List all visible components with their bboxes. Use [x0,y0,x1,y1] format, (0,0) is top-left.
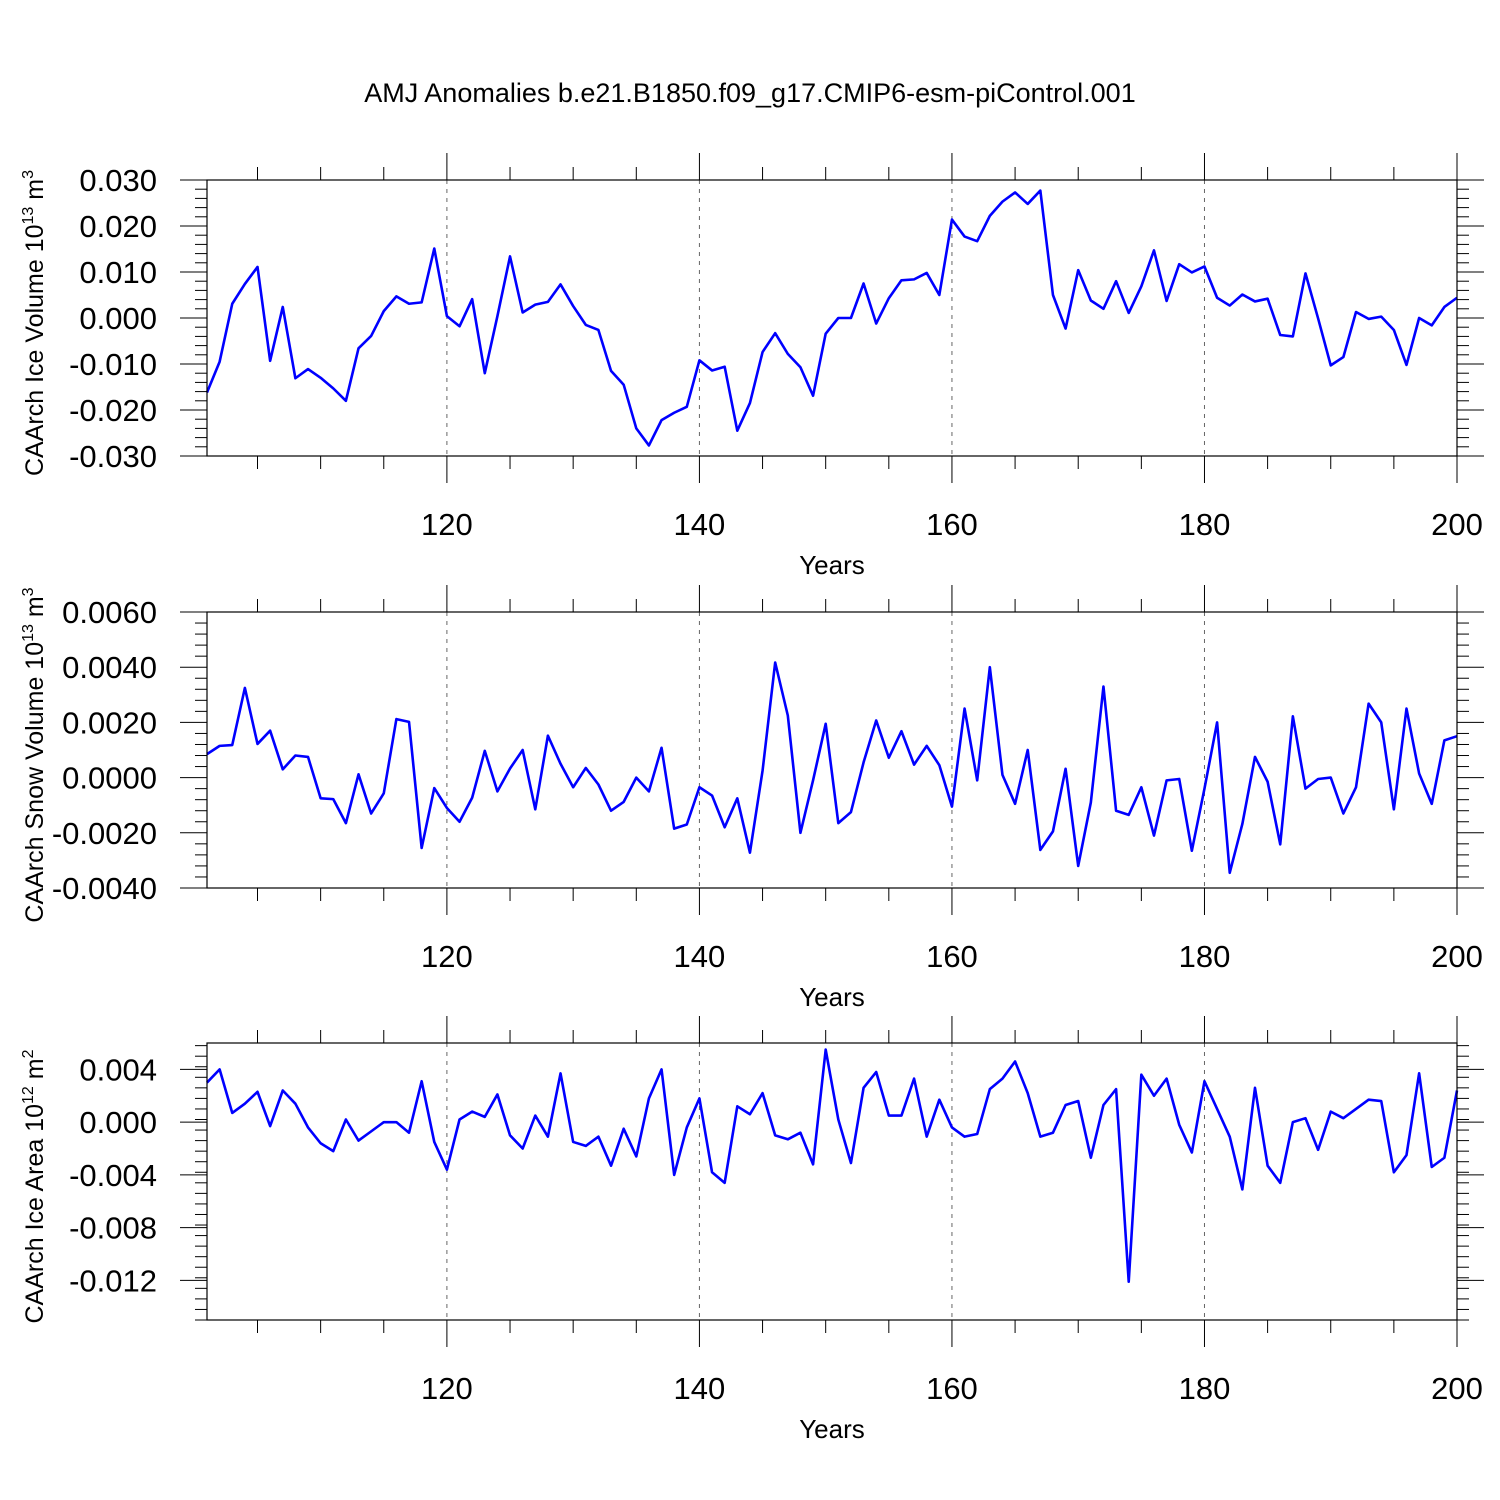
y-axis-label: CAArch Snow Volume 1013 m3 [20,587,49,922]
x-tick-label: 200 [1431,939,1483,974]
x-tick-label: 180 [1179,507,1231,542]
x-tick-label: 140 [674,1371,726,1406]
x-axis-label: Years [799,550,865,580]
series-line [206,1048,1459,1284]
y-tick-label: -0.004 [69,1158,157,1193]
y-axis-label-unit-exponent: 2 [20,1049,37,1058]
y-axis-label-exponent: 13 [20,624,37,642]
y-axis-label-unit-exponent: 3 [20,587,37,596]
y-tick-label: 0.0060 [62,595,157,630]
y-axis-label-unit: m [21,1058,49,1086]
x-tick-label: 120 [421,1371,473,1406]
y-tick-label: -0.008 [69,1211,157,1246]
y-tick-label: -0.0040 [52,871,157,906]
x-tick-label: 200 [1431,1371,1483,1406]
y-tick-label: -0.0020 [52,816,157,851]
x-axis-label: Years [799,982,865,1012]
plot-frame [206,1042,1458,1321]
x-tick-label: 120 [421,507,473,542]
x-tick-label: 180 [1179,939,1231,974]
y-tick-label: -0.020 [69,393,157,428]
x-tick-label: 160 [926,507,978,542]
y-tick-label: 0.020 [79,209,157,244]
x-tick-label: 120 [421,939,473,974]
y-axis-label: CAArch Ice Area 1012 m2 [20,1049,49,1323]
y-tick-label: 0.004 [79,1052,157,1087]
x-tick-label: 180 [1179,1371,1231,1406]
y-tick-label: 0.030 [79,163,157,198]
y-axis-label-unit-exponent: 3 [20,170,37,179]
panel-2: -0.0040 -0.0020 0.0000 0.0020 0.0040 0.0060 12… [20,585,1484,1012]
chart-title: AMJ Anomalies b.e21.B1850.f09_g17.CMIP6-… [364,78,1136,108]
y-axis-label-unit: m [21,596,49,624]
panel-3: -0.012 -0.008 -0.004 0.000 0.004 120 140 160 180… [20,1016,1484,1444]
x-tick-label: 140 [674,939,726,974]
x-tick-label: 160 [926,1371,978,1406]
x-tick-label: 200 [1431,507,1483,542]
y-axis-label-unit: m [21,179,49,207]
plot-frame [206,611,1458,889]
y-tick-label: -0.010 [69,347,157,382]
y-tick-label: 0.000 [79,1105,157,1140]
y-tick-label: -0.030 [69,439,157,474]
y-axis-label-exponent: 12 [20,1086,37,1104]
y-axis-label-text: CAArch Ice Volume 10 [21,224,49,476]
y-tick-label: -0.012 [69,1263,157,1298]
y-tick-label: 0.0020 [62,705,157,740]
y-axis-label-text: CAArch Snow Volume 10 [21,642,49,923]
y-axis-label-text: CAArch Ice Area 10 [21,1104,49,1324]
x-tick-label: 160 [926,939,978,974]
series-line [205,189,1458,447]
y-tick-label: 0.0000 [62,761,157,796]
y-axis-label: CAArch Ice Volume 1013 m3 [20,170,49,476]
plot-frame [206,179,1458,457]
panel-1: -0.030 -0.020 -0.010 0.000 0.010 0.020 0.030 12… [20,153,1484,580]
series-line [206,661,1458,875]
y-tick-label: 0.010 [79,255,157,290]
x-axis-label: Years [799,1414,865,1444]
y-tick-label: 0.0040 [62,650,157,685]
y-axis-label-exponent: 13 [20,207,37,225]
x-tick-label: 140 [674,507,726,542]
y-tick-label: 0.000 [79,301,157,336]
